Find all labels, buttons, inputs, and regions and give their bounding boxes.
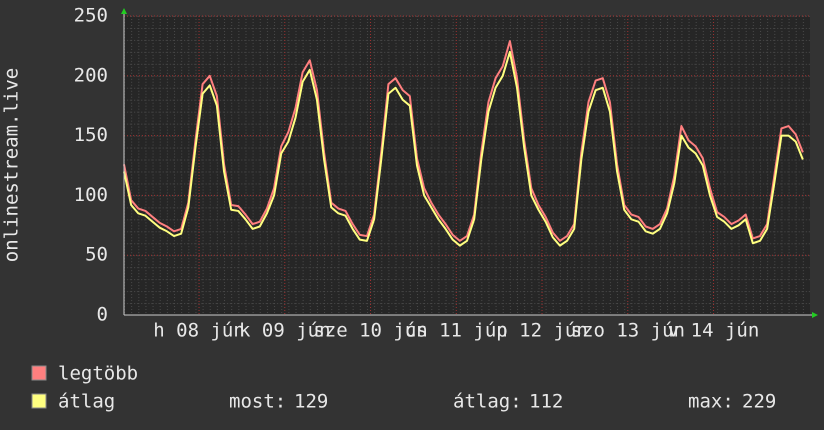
y-tick-label: 0: [97, 304, 108, 326]
x-tick-label: k 09 jún: [239, 320, 331, 342]
legend-label: legtöbb: [58, 363, 138, 385]
series-line: [123, 40, 804, 242]
y-tick-label: 150: [74, 124, 108, 146]
legend-swatch: [31, 393, 47, 409]
stat-value: 129: [294, 391, 328, 413]
stat-label: most:: [229, 391, 286, 413]
y-tick-label: 100: [74, 184, 108, 206]
y-arrow: [121, 8, 127, 14]
stat-value: 229: [742, 391, 776, 413]
x-arrow: [812, 312, 818, 318]
legend-swatch: [31, 365, 47, 381]
minor-grid: [124, 16, 810, 315]
x-tick-label: h 08 jún: [153, 320, 245, 342]
y-tick-label: 50: [85, 244, 108, 266]
x-tick-label: cs 11 jún: [405, 320, 508, 342]
x-tick-label: v 14 jún: [668, 320, 760, 342]
x-tick-label: szo 13 jún: [571, 320, 685, 342]
y-tick-label: 250: [74, 5, 108, 27]
stat-label: max:: [688, 391, 734, 413]
y-axis-label: onlinestream.live: [1, 68, 23, 262]
y-tick-label: 200: [74, 64, 108, 86]
series-line: [123, 50, 804, 247]
stat-value: 112: [529, 391, 563, 413]
x-tick-label: sze 10 jún: [313, 320, 427, 342]
x-tick-label: p 12 jún: [496, 320, 588, 342]
stat-label: átlag:: [453, 391, 522, 413]
legend-label: átlag: [58, 391, 115, 413]
